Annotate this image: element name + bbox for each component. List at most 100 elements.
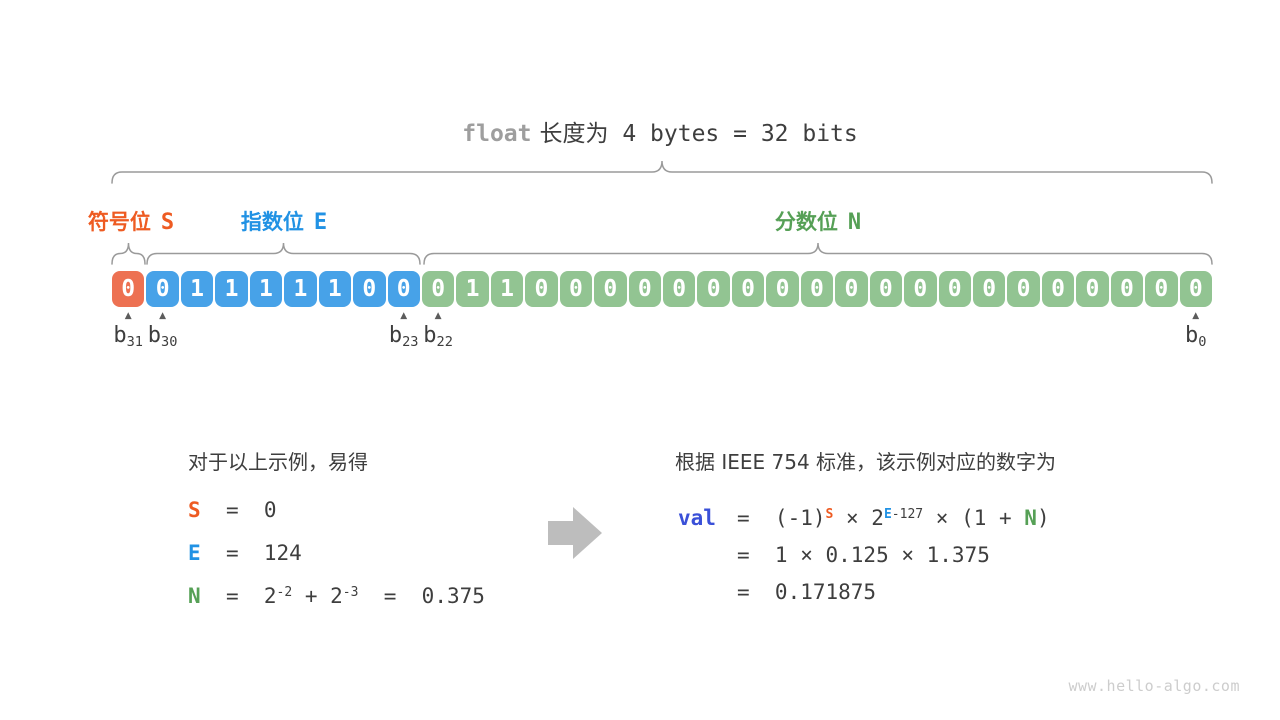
up-arrow-icon: ▲ bbox=[124, 311, 132, 321]
text-segment: = 1 × 0.125 × 1.375 bbox=[737, 543, 990, 567]
text-segment: b bbox=[1185, 323, 1199, 348]
text-segment: -2 bbox=[276, 584, 293, 600]
text-segment: E bbox=[188, 541, 201, 565]
bit-cell-exponent: 1 bbox=[215, 271, 248, 307]
example-line-n: N = 2-2 + 2-3 = 0.375 bbox=[188, 584, 485, 608]
bit-cell-fraction: 0 bbox=[766, 271, 799, 307]
watermark: www.hello-algo.com bbox=[1068, 677, 1240, 695]
text-segment: N bbox=[1024, 506, 1037, 530]
brace-sign-bits bbox=[111, 242, 146, 265]
text-segment: b bbox=[113, 323, 127, 348]
bit-marker-b30: ▲ b30 bbox=[148, 311, 178, 351]
text-segment: E bbox=[883, 506, 892, 522]
text-segment: 31 bbox=[126, 334, 144, 351]
bit-cell-fraction: 0 bbox=[1076, 271, 1109, 307]
bit-cell-fraction: 0 bbox=[972, 271, 1006, 307]
field-label-exponent: 指数位 E bbox=[194, 206, 374, 236]
bit-cell-exponent: 0 bbox=[387, 271, 420, 307]
example-line-s: S = 0 bbox=[188, 498, 277, 522]
text-segment: ) bbox=[1036, 506, 1050, 530]
text-segment: 23 bbox=[402, 334, 419, 351]
bit-cell-exponent: 1 bbox=[180, 271, 214, 307]
brace-exponent-bits bbox=[146, 242, 421, 265]
diagram-title: float 长度为 4 bytes = 32 bits bbox=[105, 114, 1215, 148]
field-label-fraction-text: 分数位 bbox=[774, 210, 838, 234]
brace-total-width bbox=[111, 160, 1213, 184]
bit-cell-fraction: 1 bbox=[490, 271, 524, 307]
up-arrow-icon: ▲ bbox=[159, 311, 167, 321]
bit-cell-fraction: 0 bbox=[1145, 271, 1178, 307]
up-arrow-icon: ▲ bbox=[434, 311, 442, 321]
bit-index-label: b22 bbox=[423, 323, 453, 351]
field-label-exponent-text: 指数位 bbox=[240, 210, 304, 234]
bit-marker-b0: ▲ b0 bbox=[1185, 311, 1206, 351]
bit-cell-sign: 0 bbox=[112, 271, 145, 307]
result-line-substituted: = 1 × 0.125 × 1.375 bbox=[737, 543, 990, 567]
bit-cell-fraction: 0 bbox=[1179, 271, 1212, 307]
bit-cell-fraction: 0 bbox=[869, 271, 903, 307]
bit-cell-fraction: 0 bbox=[525, 271, 558, 307]
text-segment: -3 bbox=[342, 584, 359, 600]
bit-cell-exponent: 0 bbox=[353, 271, 386, 307]
text-segment: = 0 bbox=[200, 498, 277, 522]
bit-marker-b23: ▲ b23 bbox=[389, 311, 419, 351]
field-label-fraction: 分数位 N bbox=[728, 206, 908, 236]
title-text: 长度为 4 bytes = 32 bits bbox=[539, 121, 858, 147]
bit-cell-fraction: 0 bbox=[663, 271, 696, 307]
bit-cell-fraction: 0 bbox=[1041, 271, 1075, 307]
brace-fraction-bits bbox=[423, 242, 1213, 265]
title-keyword: float bbox=[462, 121, 532, 147]
up-arrow-icon: ▲ bbox=[1192, 311, 1200, 321]
val-label: val bbox=[678, 506, 716, 530]
bit-index-label: b0 bbox=[1185, 323, 1206, 351]
result-line-value: = 0.171875 bbox=[737, 580, 876, 604]
text-segment: = 2 bbox=[200, 584, 277, 608]
text-segment: S bbox=[188, 498, 201, 522]
bit-cell-exponent: 1 bbox=[249, 271, 283, 307]
bit-marker-b31: ▲ b31 bbox=[113, 311, 143, 351]
bit-cell-fraction: 0 bbox=[800, 271, 834, 307]
bit-cell-exponent: 1 bbox=[318, 271, 352, 307]
text-segment: 22 bbox=[436, 334, 453, 351]
text-segment: = 124 bbox=[200, 541, 302, 565]
field-symbol-n: N bbox=[847, 210, 862, 235]
text-segment: × 2 bbox=[833, 506, 884, 530]
example-intro: 对于以上示例，易得 bbox=[188, 450, 368, 474]
bit-index-label: b30 bbox=[148, 323, 178, 351]
bit-cell-fraction: 0 bbox=[697, 271, 730, 307]
bit-cell-fraction: 0 bbox=[835, 271, 868, 307]
text-segment: 0 bbox=[1198, 334, 1207, 351]
bit-index-label: b23 bbox=[389, 323, 419, 351]
text-segment: N bbox=[188, 584, 201, 608]
right-block-arrow-icon bbox=[548, 507, 602, 559]
text-segment: = (-1) bbox=[737, 506, 826, 530]
bit-cell-fraction: 0 bbox=[628, 271, 661, 307]
bit-cell-fraction: 0 bbox=[421, 271, 455, 307]
text-segment: 30 bbox=[161, 334, 178, 351]
text-segment: -127 bbox=[891, 506, 924, 522]
text-segment: + 2 bbox=[292, 584, 343, 608]
bit-cell-fraction: 0 bbox=[731, 271, 765, 307]
field-symbol-s: S bbox=[160, 210, 175, 235]
up-arrow-icon: ▲ bbox=[400, 311, 408, 321]
bit-cell-fraction: 0 bbox=[594, 271, 627, 307]
field-label-sign-text: 符号位 bbox=[87, 210, 151, 234]
example-line-e: E = 124 bbox=[188, 541, 302, 565]
bit-cell-fraction: 0 bbox=[1110, 271, 1144, 307]
bit-cell-fraction: 0 bbox=[938, 271, 971, 307]
text-segment: = 0.375 bbox=[358, 584, 485, 608]
text-segment: b bbox=[388, 323, 403, 348]
text-segment: b bbox=[147, 323, 162, 348]
bit-cell-exponent: 1 bbox=[284, 271, 317, 307]
bit-cell-fraction: 0 bbox=[1007, 271, 1040, 307]
bit-cell-fraction: 0 bbox=[559, 271, 593, 307]
text-segment: × (1 + bbox=[923, 506, 1025, 530]
result-intro: 根据 IEEE 754 标准，该示例对应的数字为 bbox=[675, 450, 1057, 474]
bit-cell-fraction: 1 bbox=[456, 271, 489, 307]
bit-cell-fraction: 0 bbox=[904, 271, 937, 307]
bit-cell-exponent: 0 bbox=[146, 271, 179, 307]
bit-marker-b22: ▲ b22 bbox=[423, 311, 453, 351]
